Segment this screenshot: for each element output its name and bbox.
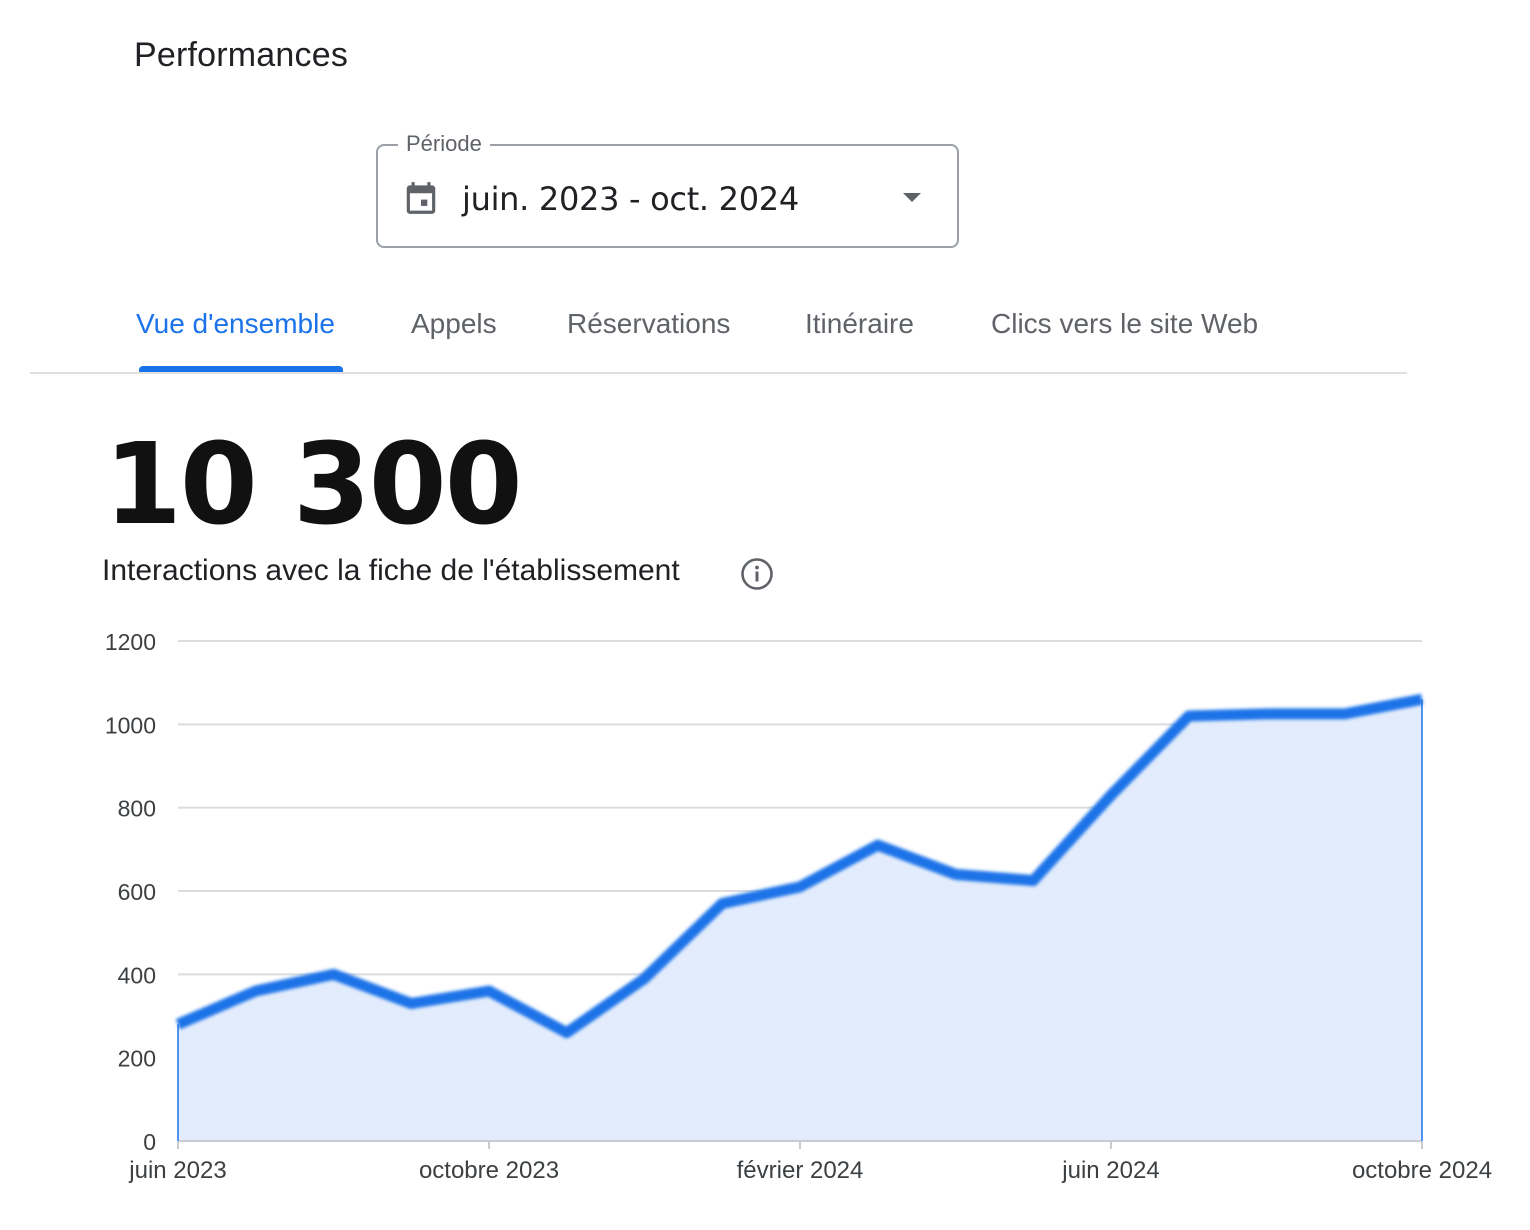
tab-website-clicks[interactable]: Clics vers le site Web [991,308,1259,339]
series-line [175,693,1424,1039]
x-tick-label: octobre 2024 [1352,1157,1492,1184]
y-tick-label: 1000 [105,712,156,738]
total-interactions-value: 10 300 [104,420,523,550]
tab-overview[interactable]: Vue d'ensemble [136,308,335,339]
calendar-icon [406,182,436,214]
y-tick-label: 600 [118,879,156,905]
y-tick-label: 0 [143,1129,156,1155]
data-point [1420,697,1424,701]
period-legend: Période [398,130,490,158]
data-point [254,989,258,993]
data-point [409,1002,413,1006]
data-point [1342,712,1346,716]
y-tick-label: 800 [118,796,156,822]
tab-directions[interactable]: Itinéraire [805,308,914,339]
data-point [176,1022,180,1026]
data-point [565,1031,569,1035]
data-point [954,872,958,876]
data-point [876,843,880,847]
x-tick-label: juin 2023 [128,1157,226,1184]
data-point [1265,712,1269,716]
series-area [178,699,1422,1141]
y-tick-label: 1200 [105,629,156,655]
data-point [1109,793,1113,797]
x-tick-label: juin 2024 [1061,1157,1159,1184]
metric-label: Interactions avec la fiche de l'établiss… [102,554,680,587]
data-point [487,989,491,993]
tab-bookings[interactable]: Réservations [567,308,731,339]
data-point [1031,879,1035,883]
arrow-drop-down-icon[interactable] [901,190,923,204]
y-tick-label: 200 [118,1046,156,1072]
data-point [643,977,647,981]
active-tab-indicator [139,366,343,372]
x-tick-label: février 2024 [737,1157,864,1184]
x-tick-label: octobre 2023 [419,1157,559,1184]
data-point [720,902,724,906]
tab-calls[interactable]: Appels [411,308,497,339]
data-point [798,885,802,889]
page-title: Performances [134,36,349,74]
data-point [332,972,336,976]
info-icon[interactable] [740,557,774,591]
period-value: juin. 2023 - oct. 2024 [462,180,799,218]
data-point [1187,714,1191,718]
y-tick-label: 400 [118,962,156,988]
tab-bar: Vue d'ensemble Appels Réservations Itiné… [30,290,1407,374]
period-selector[interactable]: Période juin. 2023 - oct. 2024 [376,130,959,248]
